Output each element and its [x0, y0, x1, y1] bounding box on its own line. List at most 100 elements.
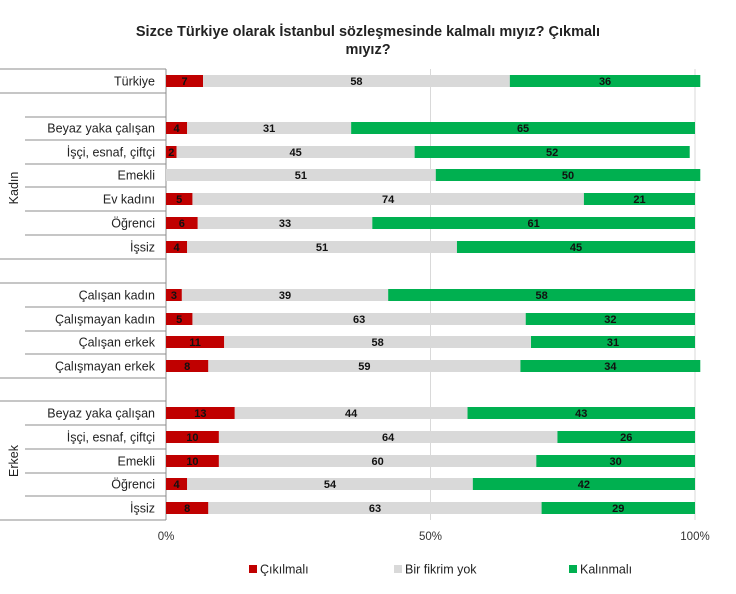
x-tick-label: 0%: [158, 531, 175, 543]
legend-label: Kalınmalı: [580, 563, 632, 577]
bar-segment: [166, 193, 193, 205]
data-label: 7: [181, 76, 187, 88]
category-label: İşsiz: [130, 241, 155, 255]
data-label: 42: [578, 479, 590, 491]
data-label: 43: [575, 408, 587, 420]
data-label: 8: [184, 503, 190, 515]
bar-segment: [224, 336, 532, 348]
data-label: 51: [295, 170, 307, 182]
bar-segment: [218, 431, 558, 443]
data-label: 60: [371, 456, 383, 468]
legend-swatch: [394, 565, 402, 573]
group-labels: Kadın Erkek: [7, 172, 21, 477]
data-label: 34: [604, 361, 617, 373]
category-label: Beyaz yaka çalışan: [47, 407, 155, 421]
data-label: 5: [176, 314, 182, 326]
bar-segment: [197, 217, 373, 229]
category-label: İşsiz: [130, 502, 155, 516]
category-label: Çalışan erkek: [79, 336, 156, 350]
data-label: 5: [176, 194, 182, 206]
data-label: 63: [353, 314, 365, 326]
chart-title-line2: mıyız?: [345, 42, 390, 58]
data-label: 31: [607, 337, 619, 349]
legend-label: Çıkılmalı: [260, 563, 309, 577]
data-label: 8: [184, 361, 190, 373]
category-label: Türkiye: [114, 75, 155, 89]
data-label: 33: [279, 218, 291, 230]
group-label: Kadın: [7, 172, 21, 205]
data-label: 13: [194, 408, 206, 420]
data-label: 44: [345, 408, 358, 420]
category-label: Emekli: [117, 169, 155, 183]
bar-segment: [218, 455, 537, 467]
category-label: Çalışmayan kadın: [55, 313, 155, 327]
bar-segment: [541, 502, 695, 514]
data-label: 29: [612, 503, 624, 515]
bar-segment: [166, 122, 188, 134]
bar-segment: [234, 407, 468, 419]
data-label: 21: [633, 194, 645, 206]
bar-segment: [166, 431, 219, 443]
bar-segment: [187, 122, 352, 134]
bar-segment: [509, 75, 701, 87]
data-label: 2: [168, 147, 174, 159]
bar-segment: [166, 407, 235, 419]
bar-segment: [472, 478, 695, 490]
data-label: 32: [604, 314, 616, 326]
data-label: 11: [189, 337, 201, 349]
data-label: 45: [570, 242, 582, 254]
data-label: 4: [174, 242, 181, 254]
bar-segment: [525, 313, 695, 325]
bar-segment: [166, 360, 209, 372]
bar-segment: [388, 289, 695, 301]
bar-segment: [176, 146, 415, 158]
legend: Çıkılmalı Bir fikrim yok Kalınmalı: [249, 563, 632, 577]
bar-segment: [414, 146, 690, 158]
data-label: 10: [186, 432, 198, 444]
data-label: 54: [324, 479, 337, 491]
bar-segment: [166, 146, 177, 158]
data-label: 59: [358, 361, 370, 373]
bar-segment: [583, 193, 695, 205]
data-label: 4: [174, 123, 181, 135]
data-label: 74: [382, 194, 395, 206]
bar-segment: [351, 122, 695, 134]
bar-segment: [166, 169, 436, 181]
bar-segment: [435, 169, 701, 181]
bar-segment: [372, 217, 695, 229]
bar-segment: [181, 289, 389, 301]
legend-swatch: [249, 565, 257, 573]
chart-title-line1: Sizce Türkiye olarak İstanbul sözleşmesi…: [136, 23, 600, 40]
data-label: 52: [546, 147, 558, 159]
x-tick-label: 100%: [680, 531, 709, 543]
category-label: Çalışan kadın: [79, 289, 155, 303]
bar-segment: [166, 217, 198, 229]
data-label: 10: [186, 456, 198, 468]
bar-segment: [203, 75, 510, 87]
bar-segment: [456, 241, 695, 253]
data-label: 58: [535, 290, 547, 302]
bar-segment: [166, 336, 225, 348]
bar-segment: [536, 455, 695, 467]
bar-segment: [192, 313, 526, 325]
data-label: 26: [620, 432, 632, 444]
data-label: 51: [316, 242, 328, 254]
bar-segment: [166, 502, 209, 514]
bar-segment: [166, 455, 219, 467]
bar-segment: [208, 360, 521, 372]
bar-segment: [187, 478, 473, 490]
data-label: 64: [382, 432, 395, 444]
data-label: 50: [562, 170, 574, 182]
bar-segment: [187, 241, 457, 253]
category-label: Emekli: [117, 455, 155, 469]
data-label: 45: [289, 147, 301, 159]
category-labels: Türkiye Beyaz yaka çalışan İşçi, esnaf, çi…: [47, 75, 155, 516]
bar-segment: [166, 241, 188, 253]
category-label: Öğrenci: [111, 217, 155, 231]
data-label: 58: [350, 76, 362, 88]
category-label: Öğrenci: [111, 478, 155, 492]
category-label: Beyaz yaka çalışan: [47, 122, 155, 136]
data-label: 3: [171, 290, 177, 302]
bar-segment: [557, 431, 695, 443]
